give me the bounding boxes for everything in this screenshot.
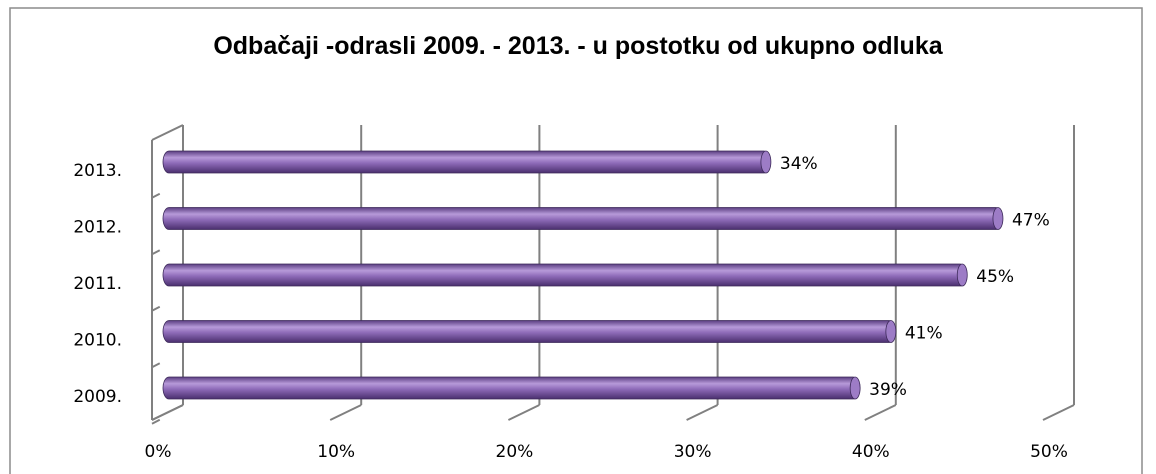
value-label: 34% <box>780 154 818 174</box>
value-label: 45% <box>976 267 1014 287</box>
wall-top <box>151 124 184 141</box>
bar <box>162 150 771 174</box>
bar <box>162 207 1003 230</box>
x-tick-label: 40% <box>852 442 890 462</box>
wall-tick <box>151 418 161 425</box>
wall-tick <box>151 305 161 312</box>
wall-tick <box>151 192 161 199</box>
floor-tick <box>507 404 540 421</box>
x-tick-label: 10% <box>317 442 355 462</box>
y-tick-label: 2009. <box>73 387 122 407</box>
x-tick-label: 0% <box>145 442 172 462</box>
bar <box>162 320 896 343</box>
floor-tick <box>864 404 897 421</box>
bar-cap <box>849 376 861 400</box>
wall-tick <box>151 249 161 256</box>
floor-tick <box>329 404 362 421</box>
floor-tick <box>686 404 719 421</box>
y-tick-label: 2012. <box>73 218 122 238</box>
chart-frame <box>9 7 1143 474</box>
wall-tick <box>151 362 161 369</box>
bar <box>162 263 967 287</box>
bar <box>162 376 860 400</box>
chart-title: Odbačaji -odrasli 2009. - 2013. - u post… <box>213 32 943 60</box>
bar-cap <box>956 263 968 287</box>
bar-cap <box>992 207 1004 230</box>
value-label: 47% <box>1012 211 1050 231</box>
bar-cap <box>885 320 897 343</box>
x-tick-label: 30% <box>674 442 712 462</box>
x-tick-label: 50% <box>1030 442 1068 462</box>
bar-cap <box>760 150 772 174</box>
value-label: 39% <box>869 380 907 400</box>
y-tick-label: 2010. <box>73 331 122 351</box>
y-tick-label: 2011. <box>73 274 122 294</box>
y-tick-label: 2013. <box>73 161 122 181</box>
x-tick-label: 20% <box>496 442 534 462</box>
floor-tick <box>1042 404 1075 421</box>
floor-edge <box>151 404 184 421</box>
value-label: 41% <box>905 324 943 344</box>
